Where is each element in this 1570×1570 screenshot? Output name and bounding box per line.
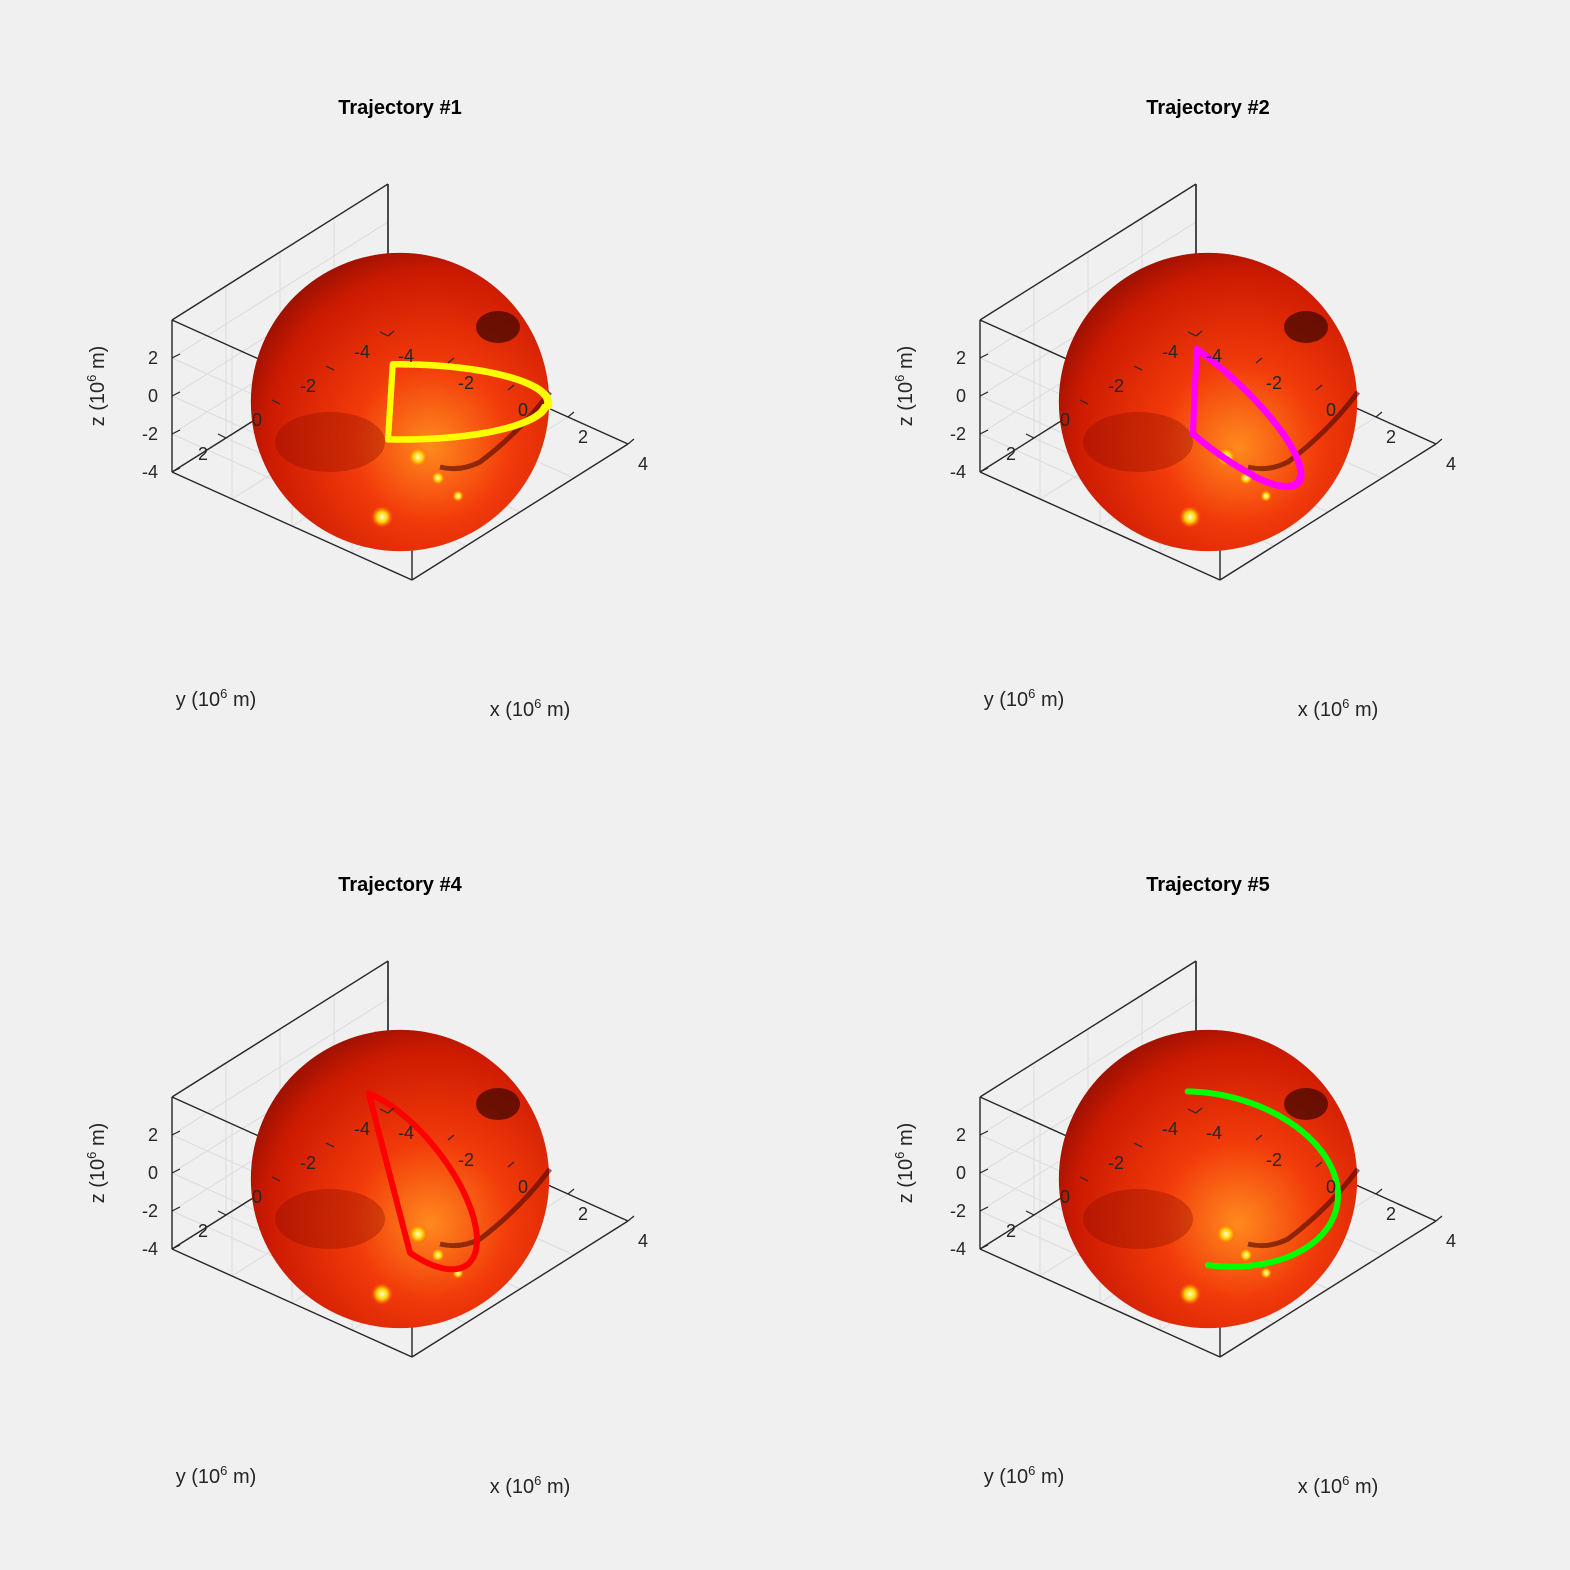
x-tick-label: 0 <box>1326 400 1336 420</box>
z-tick-label: 0 <box>956 386 966 406</box>
mars-sphere <box>250 252 552 552</box>
y-tick-label: -2 <box>300 1153 316 1173</box>
y-tick-label: 2 <box>1006 444 1016 464</box>
x-axis-label: x (106 m) <box>490 1473 571 1498</box>
chart-panel-1: -4 -2 0 2 -4 -2 0 2 -4 -2 0 2 4 Trajectory #1 x (106 m… <box>84 97 648 721</box>
z-tick-label: -2 <box>950 1201 966 1221</box>
y-tick-label: 0 <box>1060 1187 1070 1207</box>
x-tick-label: 0 <box>518 1177 528 1197</box>
z-tick-label: 2 <box>148 348 158 368</box>
chart-title: Trajectory #4 <box>338 874 462 896</box>
x-tick-label: -2 <box>1266 1150 1282 1170</box>
y-tick-label: -4 <box>354 1119 370 1139</box>
z-tick-label: 2 <box>956 348 966 368</box>
y-tick-label: 0 <box>252 410 262 430</box>
z-tick-label: -4 <box>142 1239 158 1259</box>
z-axis-label: z (106 m) <box>84 346 109 427</box>
y-axis-label: y (106 m) <box>984 1463 1065 1488</box>
z-tick-label: -2 <box>142 424 158 444</box>
trajectory-series-1 <box>1184 1088 1341 1270</box>
z-tick-label: 0 <box>148 1163 158 1183</box>
x-tick-label: -4 <box>1206 346 1222 366</box>
z-axis-label: z (106 m) <box>892 1123 917 1204</box>
x-axis-label: x (106 m) <box>1298 1473 1379 1498</box>
z-axis-label: z (106 m) <box>84 1123 109 1204</box>
x-tick-label: 4 <box>1446 1231 1456 1251</box>
x-tick-label: -4 <box>1206 1123 1222 1143</box>
z-tick-label: 2 <box>956 1125 966 1145</box>
z-tick-label: -2 <box>950 424 966 444</box>
y-tick-label: 2 <box>198 1221 208 1241</box>
x-tick-label: -4 <box>398 1123 414 1143</box>
x-tick-label: 4 <box>638 1231 648 1251</box>
y-tick-label: 2 <box>1006 1221 1016 1241</box>
chart-panel-4: -4 -2 0 2 -4 -2 0 2 -4 -2 0 2 4 Trajectory #5 x (106 m… <box>892 874 1456 1498</box>
y-tick-label: -2 <box>300 376 316 396</box>
z-tick-label: -2 <box>142 1201 158 1221</box>
y-tick-label: -4 <box>354 342 370 362</box>
chart-panel-3: -4 -2 0 2 -4 -2 0 2 -4 -2 0 2 4 Trajectory #4 x (106 m… <box>84 874 648 1498</box>
z-tick-label: -4 <box>950 1239 966 1259</box>
z-tick-label: -4 <box>142 462 158 482</box>
chart-title: Trajectory #2 <box>1146 97 1269 119</box>
z-tick-label: 0 <box>148 386 158 406</box>
x-tick-label: -2 <box>1266 373 1282 393</box>
y-axis-label: y (106 m) <box>176 1463 257 1488</box>
y-tick-label: 0 <box>252 1187 262 1207</box>
y-tick-label: -2 <box>1108 1153 1124 1173</box>
y-tick-label: -4 <box>1162 1119 1178 1139</box>
x-tick-label: -2 <box>458 1150 474 1170</box>
trajectory-series-1 <box>1189 345 1305 491</box>
x-tick-label: 0 <box>518 400 528 420</box>
tick-labels: -4 -2 0 2 -4 -2 0 2 -4 -2 0 2 4 <box>142 330 648 482</box>
y-tick-label: 0 <box>1060 410 1070 430</box>
x-tick-label: 4 <box>638 454 648 474</box>
y-tick-label: 2 <box>198 444 208 464</box>
mars-sphere <box>250 1029 552 1329</box>
z-tick-label: 2 <box>148 1125 158 1145</box>
tick-labels: -4 -2 0 2 -4 -2 0 2 -4 -2 0 2 4 <box>950 1107 1456 1259</box>
x-tick-label: 2 <box>1386 427 1396 447</box>
y-axis-label: y (106 m) <box>176 686 257 711</box>
x-tick-label: 4 <box>1446 454 1456 474</box>
chart-title: Trajectory #1 <box>338 97 461 119</box>
x-tick-label: 2 <box>578 427 588 447</box>
trajectory-series-1 <box>365 1090 480 1273</box>
z-axis-label: z (106 m) <box>892 346 917 427</box>
mars-sphere <box>1058 1029 1360 1329</box>
z-tick-label: 0 <box>956 1163 966 1183</box>
x-axis-label: x (106 m) <box>1298 696 1379 721</box>
tick-labels: -4 -2 0 2 -4 -2 0 2 -4 -2 0 2 4 <box>950 330 1456 482</box>
x-axis-label: x (106 m) <box>490 696 571 721</box>
x-tick-label: 2 <box>1386 1204 1396 1224</box>
x-tick-label: 2 <box>578 1204 588 1224</box>
tick-labels: -4 -2 0 2 -4 -2 0 2 -4 -2 0 2 4 <box>142 1107 648 1259</box>
chart-panel-2: -4 -2 0 2 -4 -2 0 2 -4 -2 0 2 4 Trajectory #2 x (106 m… <box>892 97 1456 721</box>
y-axis-label: y (106 m) <box>984 686 1065 711</box>
y-tick-label: -4 <box>1162 342 1178 362</box>
x-tick-label: 0 <box>1326 1177 1336 1197</box>
x-tick-label: -4 <box>398 346 414 366</box>
y-tick-label: -2 <box>1108 376 1124 396</box>
trajectory-series-1 <box>385 361 553 443</box>
mars-sphere <box>1058 252 1360 552</box>
z-tick-label: -4 <box>950 462 966 482</box>
x-tick-label: -2 <box>458 373 474 393</box>
chart-title: Trajectory #5 <box>1146 874 1269 896</box>
